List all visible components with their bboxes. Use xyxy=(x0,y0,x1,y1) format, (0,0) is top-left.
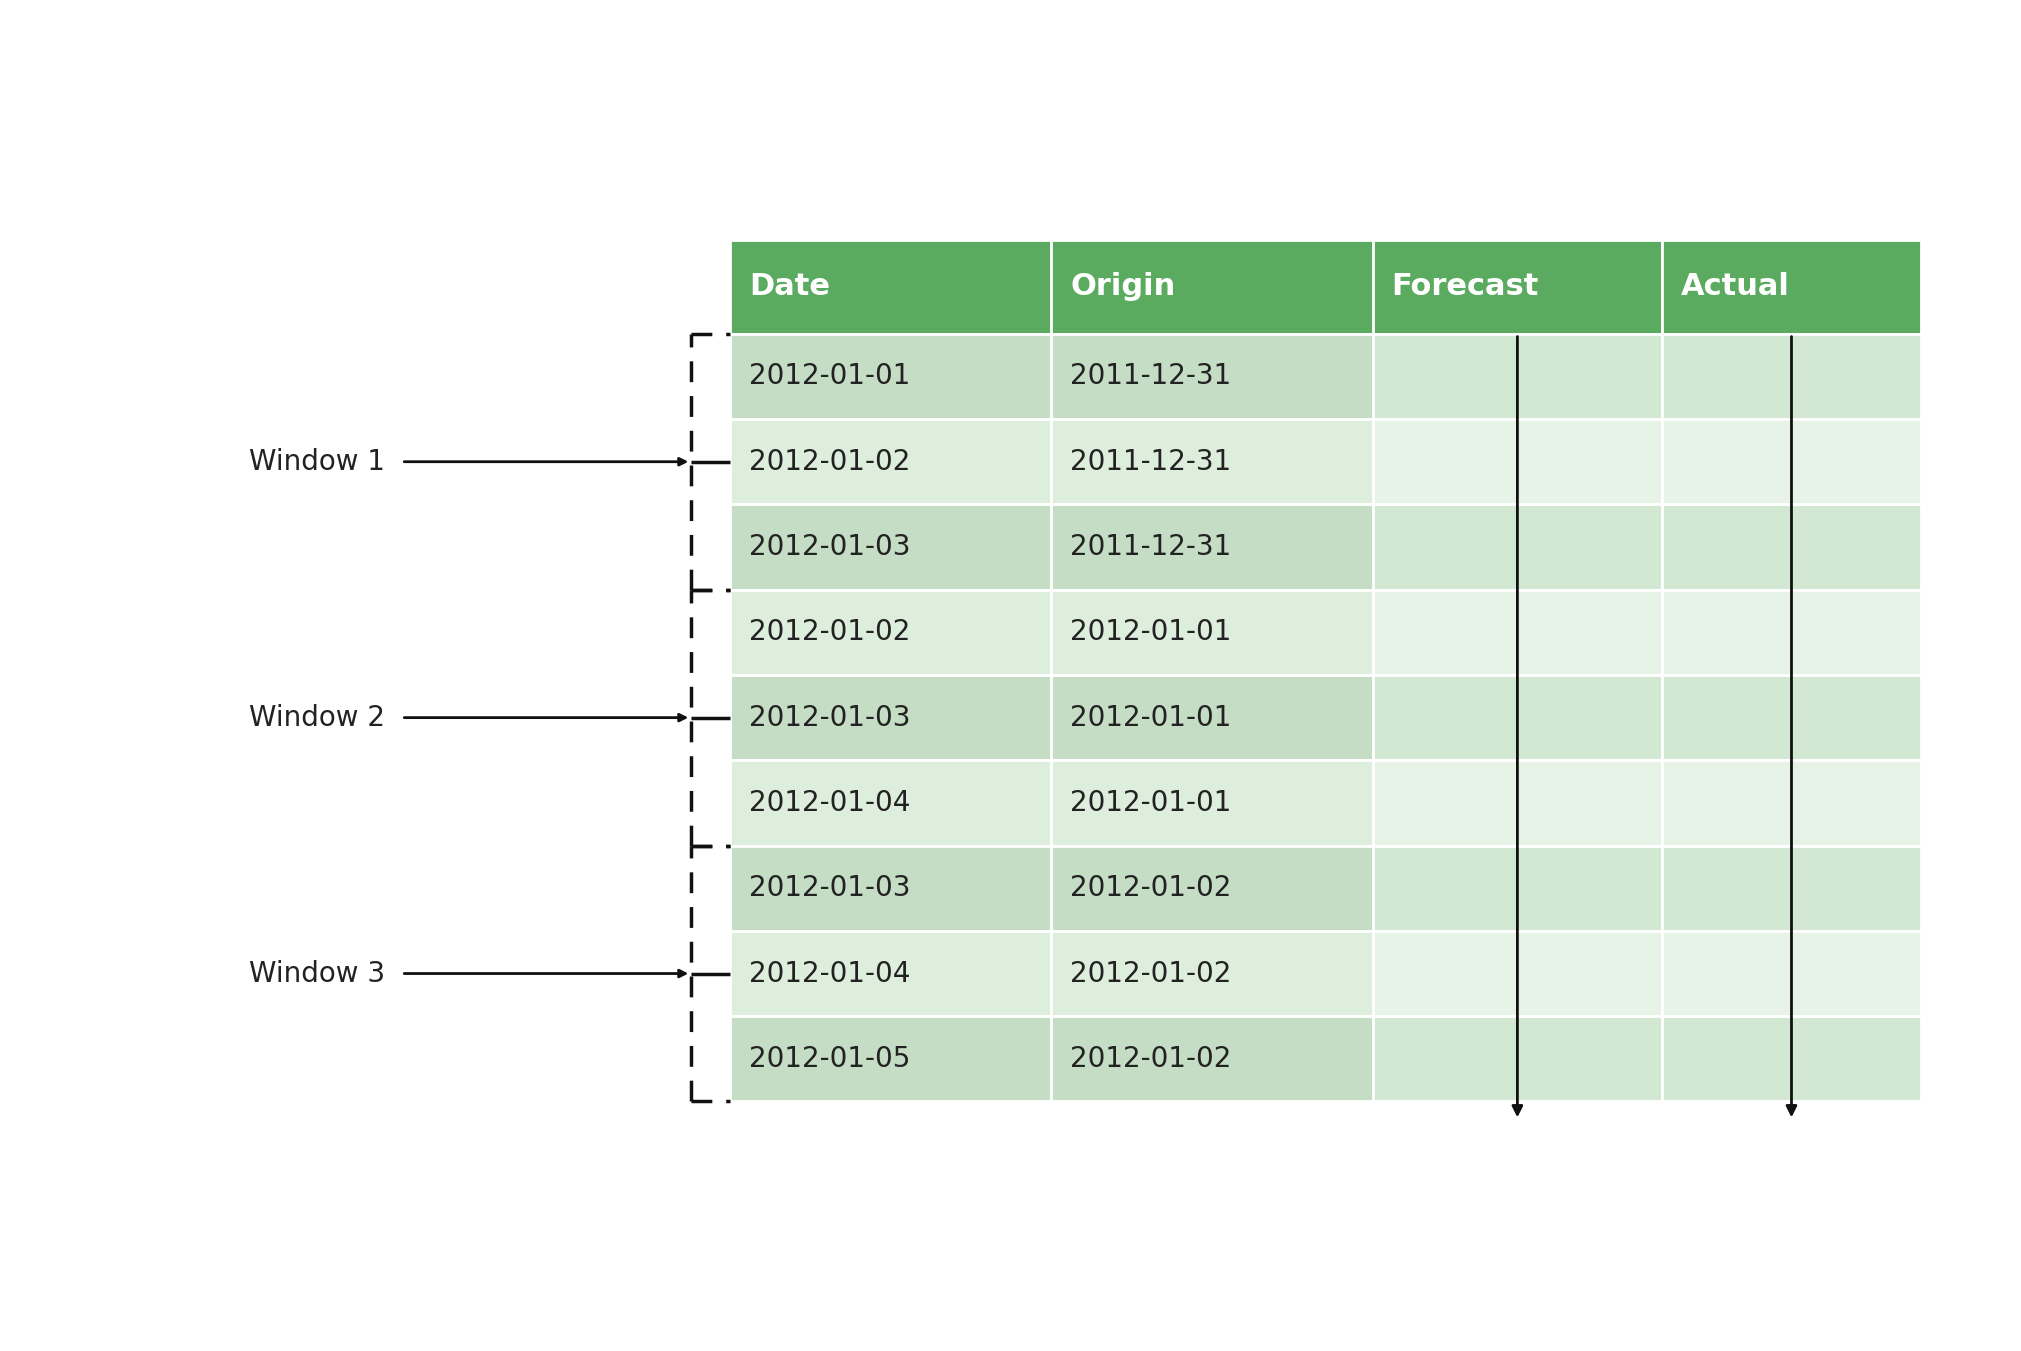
Text: 2011-12-31: 2011-12-31 xyxy=(1071,447,1231,476)
Bar xyxy=(1663,676,1920,761)
Bar xyxy=(730,761,1051,846)
Bar xyxy=(1372,419,1663,504)
Bar xyxy=(1051,334,1372,419)
Bar xyxy=(1663,504,1920,589)
Text: 2011-12-31: 2011-12-31 xyxy=(1071,362,1231,390)
Text: Origin: Origin xyxy=(1071,273,1176,301)
Bar xyxy=(1663,846,1920,931)
Bar xyxy=(1372,334,1663,419)
Bar xyxy=(730,589,1051,676)
Text: Forecast: Forecast xyxy=(1390,273,1538,301)
Bar xyxy=(1372,931,1663,1016)
Text: 2012-01-02: 2012-01-02 xyxy=(750,619,911,646)
Bar xyxy=(1372,1016,1663,1101)
Bar xyxy=(1051,419,1372,504)
Bar xyxy=(1663,1016,1920,1101)
Text: 2012-01-03: 2012-01-03 xyxy=(750,534,911,561)
Bar xyxy=(730,334,1051,419)
Text: 2012-01-03: 2012-01-03 xyxy=(750,704,911,732)
Bar xyxy=(1372,676,1663,761)
Bar xyxy=(730,1016,1051,1101)
Bar xyxy=(1663,240,1920,334)
Text: 2012-01-04: 2012-01-04 xyxy=(750,959,911,988)
Bar xyxy=(1051,846,1372,931)
Text: Window 1: Window 1 xyxy=(249,447,394,476)
Text: 2011-12-31: 2011-12-31 xyxy=(1071,534,1231,561)
Bar xyxy=(1663,419,1920,504)
Bar xyxy=(1663,931,1920,1016)
Text: 2012-01-02: 2012-01-02 xyxy=(1071,959,1231,988)
Bar xyxy=(1663,761,1920,846)
Text: 2012-01-05: 2012-01-05 xyxy=(750,1044,911,1073)
Text: 2012-01-01: 2012-01-01 xyxy=(1071,789,1231,817)
Bar xyxy=(1372,504,1663,589)
Bar xyxy=(730,240,1051,334)
Text: 2012-01-04: 2012-01-04 xyxy=(750,789,911,817)
Bar xyxy=(1372,846,1663,931)
Bar xyxy=(1372,589,1663,676)
Text: 2012-01-01: 2012-01-01 xyxy=(1071,619,1231,646)
Bar xyxy=(730,419,1051,504)
Bar xyxy=(1372,761,1663,846)
Bar xyxy=(1051,1016,1372,1101)
Text: Window 3: Window 3 xyxy=(249,959,394,988)
Bar xyxy=(1051,931,1372,1016)
Text: 2012-01-01: 2012-01-01 xyxy=(1071,704,1231,732)
Bar xyxy=(1051,240,1372,334)
Bar xyxy=(730,504,1051,589)
Text: 2012-01-03: 2012-01-03 xyxy=(750,874,911,902)
Bar xyxy=(730,846,1051,931)
Text: Date: Date xyxy=(750,273,831,301)
Bar xyxy=(730,931,1051,1016)
Bar xyxy=(730,676,1051,761)
Text: 2012-01-02: 2012-01-02 xyxy=(750,447,911,476)
Bar xyxy=(1372,240,1663,334)
Text: Actual: Actual xyxy=(1681,273,1791,301)
Bar xyxy=(1663,589,1920,676)
Bar xyxy=(1051,676,1372,761)
Bar xyxy=(1051,589,1372,676)
Bar xyxy=(1663,334,1920,419)
Text: Window 2: Window 2 xyxy=(249,704,394,732)
Text: 2012-01-01: 2012-01-01 xyxy=(750,362,911,390)
Bar xyxy=(1051,761,1372,846)
Text: 2012-01-02: 2012-01-02 xyxy=(1071,1044,1231,1073)
Text: 2012-01-02: 2012-01-02 xyxy=(1071,874,1231,902)
Bar xyxy=(1051,504,1372,589)
